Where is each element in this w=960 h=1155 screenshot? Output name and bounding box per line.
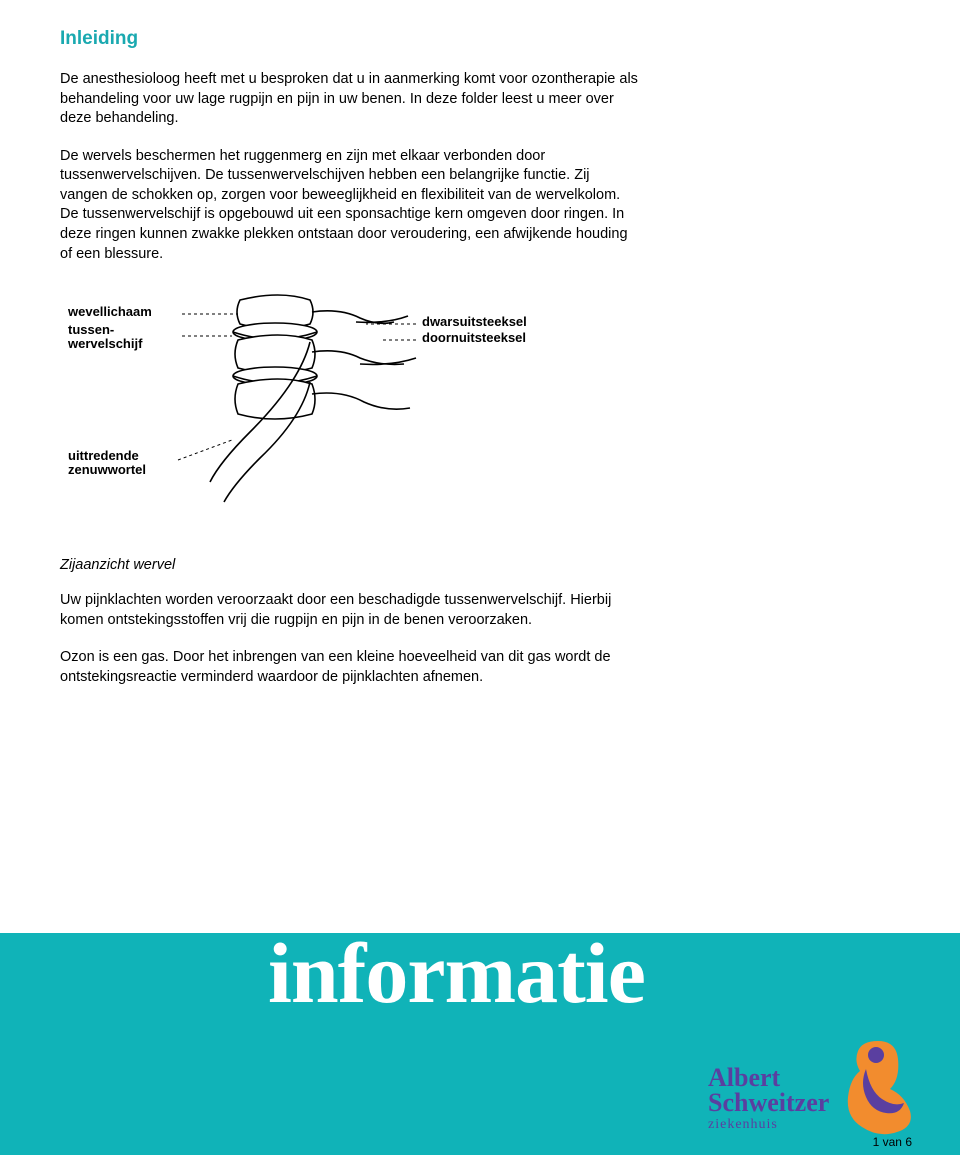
page-number: 1 van 6	[873, 1135, 912, 1149]
logo-text: Albert Schweitzer ziekenhuis	[708, 1066, 829, 1131]
footer-info-word: informatie	[268, 923, 645, 1023]
label-dwars: dwarsuitsteeksel	[422, 314, 527, 329]
label-tussen-2: wervelschijf	[67, 336, 143, 351]
hospital-logo: Albert Schweitzer ziekenhuis	[708, 1035, 908, 1135]
body-paragraph-3: Uw pijnklachten worden veroorzaakt door …	[60, 591, 640, 630]
logo-sub: ziekenhuis	[708, 1118, 829, 1131]
vertebra-svg: wevellichaam tussen- wervelschijf dwarsu…	[60, 282, 600, 532]
label-uit-1: uittredende	[68, 448, 139, 463]
logo-figure-icon	[842, 1039, 916, 1135]
label-tussen-1: tussen-	[68, 322, 114, 337]
label-uit-2: zenuwwortel	[68, 462, 146, 477]
vertebra-diagram: wevellichaam tussen- wervelschijf dwarsu…	[60, 282, 640, 537]
body-paragraph-4: Ozon is een gas. Door het inbrengen van …	[60, 648, 640, 687]
intro-paragraph-1: De anesthesioloog heeft met u besproken …	[60, 70, 640, 129]
label-doorn: doornuitsteeksel	[422, 330, 526, 345]
content-area: Inleiding De anesthesioloog heeft met u …	[0, 0, 700, 687]
diagram-caption: Zijaanzicht wervel	[60, 557, 640, 573]
label-wevellichaam: wevellichaam	[67, 304, 152, 319]
logo-line2: Schweitzer	[708, 1091, 829, 1116]
intro-paragraph-2: De wervels beschermen het ruggenmerg en …	[60, 147, 640, 264]
page-title: Inleiding	[60, 28, 640, 50]
